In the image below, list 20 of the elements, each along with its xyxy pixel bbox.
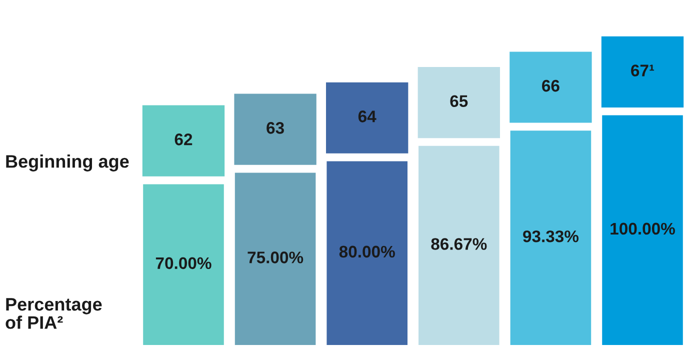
bar [234, 172, 316, 345]
data-label: 86.67% [431, 238, 487, 250]
data-label: 100.00% [610, 222, 675, 235]
x-tick-label: 62 [174, 134, 192, 146]
x-tick-label: 64 [358, 110, 376, 122]
bar [510, 130, 592, 345]
x-tick-label: 67¹ [631, 64, 654, 76]
data-label: 70.00% [156, 257, 212, 270]
bar [602, 115, 683, 345]
x-tick-label: 66 [542, 80, 560, 92]
bar [326, 161, 408, 345]
text: Percentage of PIA² [6, 298, 102, 329]
data-label: 80.00% [339, 246, 395, 258]
bar [143, 184, 224, 345]
text: Beginning age [6, 154, 129, 172]
bar [418, 146, 500, 345]
x-tick-label: 65 [450, 95, 468, 108]
data-label: 93.33% [523, 230, 579, 242]
x-tick-label: 63 [266, 122, 284, 134]
data-label: 75.00% [248, 252, 304, 264]
